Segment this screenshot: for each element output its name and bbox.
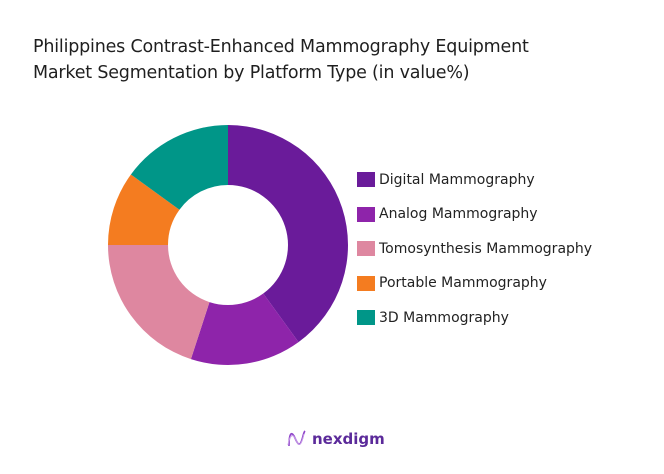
chart-title-line-2: Market Segmentation by Platform Type (in…	[33, 63, 470, 83]
donut-slice-3d-mammography	[130, 125, 228, 210]
nexdigm-logo-icon	[287, 430, 306, 447]
legend-label: 3D Mammography	[379, 309, 509, 326]
legend-item: Portable Mammography	[357, 275, 592, 292]
legend-label: Tomosynthesis Mammography	[379, 240, 593, 257]
legend-swatch-icon	[357, 206, 375, 222]
legend-swatch-icon	[357, 241, 375, 256]
legend-item: Tomosynthesis Mammography	[357, 240, 592, 257]
donut-slice-portable-mammography	[108, 174, 180, 245]
chart-title: Philippines Contrast-Enhanced Mammograph…	[33, 34, 529, 86]
legend-item: Analog Mammography	[357, 206, 592, 223]
legend-swatch-icon	[357, 172, 375, 187]
chart-title-line-1: Philippines Contrast-Enhanced Mammograph…	[33, 37, 529, 57]
chart-legend: Digital Mammography Analog Mammography T…	[357, 171, 592, 344]
donut-slice-digital-mammography	[228, 125, 349, 343]
legend-swatch-icon	[357, 310, 375, 325]
legend-item: 3D Mammography	[357, 309, 592, 326]
legend-item: Digital Mammography	[357, 171, 592, 188]
donut-slice-analog-mammography	[190, 293, 299, 365]
donut-slice-tomosynthesis-mammography	[108, 245, 210, 360]
legend-swatch-icon	[357, 275, 375, 291]
legend-label: Portable Mammography	[379, 275, 547, 291]
legend-label: Analog Mammography	[379, 206, 538, 222]
legend-label: Digital Mammography	[379, 171, 535, 188]
brand-name: nexdigm	[312, 430, 385, 448]
footer-logo: nexdigm	[286, 428, 385, 450]
